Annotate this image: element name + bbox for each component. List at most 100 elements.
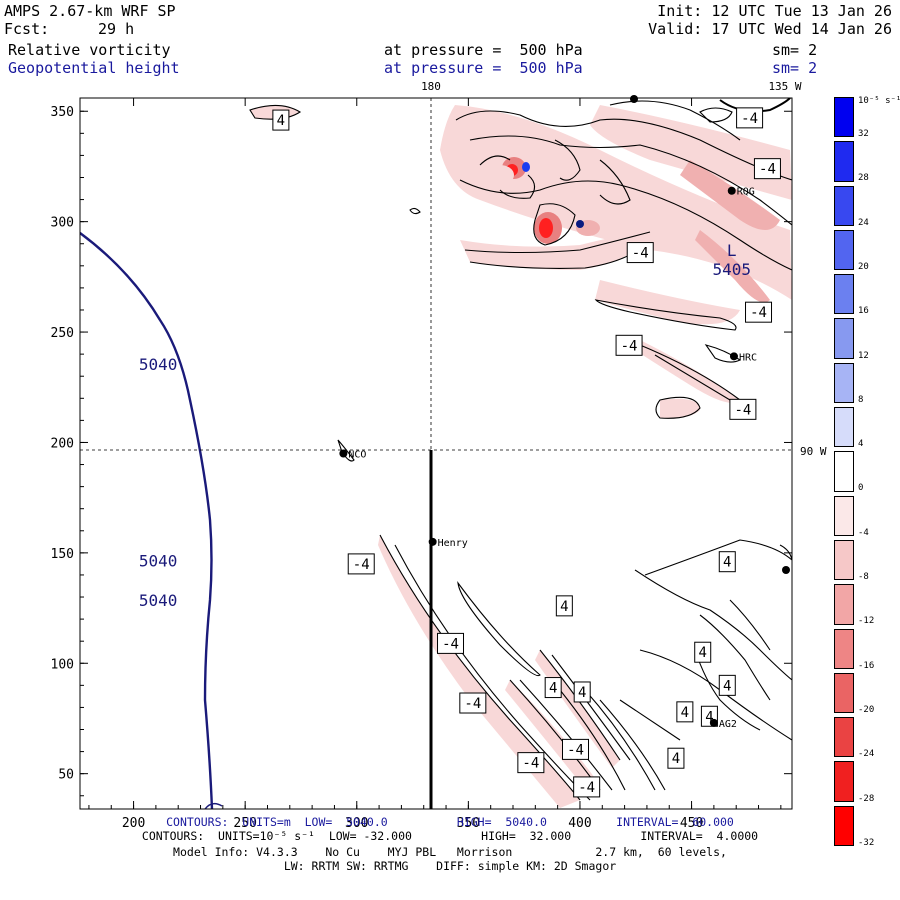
contour-label: -4: [621, 338, 638, 354]
field1-name: Relative vorticity: [8, 41, 171, 59]
x-tick-label: 300: [345, 816, 368, 831]
vorticity-contour: [639, 344, 741, 401]
colorbar-swatch: [834, 495, 854, 536]
colorbar-label: -8: [858, 572, 869, 582]
colorbar-swatch: [834, 407, 854, 448]
contour-label-box: [718, 551, 736, 573]
contour-label: 4: [723, 678, 731, 694]
vorticity-contour: [459, 179, 792, 271]
vorticity-contour: [729, 599, 771, 651]
colorbar-label: 24: [858, 217, 869, 228]
colorbar-swatch: [834, 584, 854, 625]
colorbar-label: 4: [858, 439, 864, 450]
colorbar-label: 32: [858, 129, 869, 139]
contour-label-box: [753, 158, 781, 180]
colorbar-swatch: [834, 229, 854, 271]
vorticity-shading: [378, 535, 580, 808]
colorbar-swatch: [834, 318, 854, 359]
colorbar-swatch: [834, 185, 854, 226]
contour-label: -4: [632, 246, 649, 262]
contour-label-box: [729, 398, 757, 420]
vorticity-contour: [634, 569, 792, 681]
station-label: Henry: [438, 538, 468, 549]
vortex-core: [539, 218, 553, 238]
y-tick-label: 250: [51, 326, 74, 341]
colorbar-swatch: [834, 761, 854, 802]
vorticity-contour: [699, 614, 771, 701]
y-tick-label: 150: [51, 547, 74, 562]
low-marker: L: [727, 241, 737, 260]
vorticity-shading: [660, 398, 700, 419]
station-label: RQG: [737, 187, 755, 198]
footer-height-contours: CONTOURS: UNITS=m LOW= 5040.0 HIGH= 5040…: [166, 815, 734, 829]
vorticity-contour: [619, 699, 681, 741]
station-label: HRC: [739, 352, 757, 363]
field2-level: at pressure = 500 hPa: [384, 59, 583, 77]
vortex-core: [522, 162, 530, 172]
x-tick-label: 200: [122, 816, 145, 831]
contour-label: 4: [705, 709, 713, 725]
coastline: [719, 98, 791, 113]
station-marker: [339, 449, 348, 458]
vorticity-shading: [440, 105, 792, 300]
vorticity-shading: [505, 680, 600, 795]
height-contour-5040: [80, 232, 214, 809]
station-label: AG2: [719, 719, 737, 730]
contour-label: -4: [464, 696, 481, 712]
footer-model-info-2: LW: RRTM SW: RRTMG DIFF: simple KM: 2D S…: [283, 859, 617, 873]
colorbar-label: -24: [858, 749, 875, 760]
vorticity-shading: [595, 280, 740, 325]
vorticity-contour: [499, 174, 536, 199]
station-marker: [428, 537, 437, 546]
colorbar-swatch: [834, 805, 854, 847]
vorticity-contour: [394, 544, 591, 801]
colorbar-label: 8: [858, 394, 864, 405]
vorticity-contour: [479, 155, 511, 166]
field1-smoothing: sm= 2: [772, 41, 818, 59]
contour-label: 4: [277, 113, 285, 129]
vorticity-shading: [695, 230, 770, 303]
contour-label: 4: [723, 555, 731, 571]
lon-label-135w: 135 W: [768, 80, 801, 93]
vorticity-contour: [599, 159, 631, 205]
vorticity-contour: [469, 135, 792, 226]
contour-label: -4: [741, 111, 758, 127]
vorticity-shading: [590, 105, 792, 200]
contour-label: -4: [567, 742, 584, 758]
colorbar-label: -28: [858, 793, 875, 804]
colorbar-label: -32: [858, 837, 875, 848]
colorbar-swatch: [834, 539, 854, 581]
x-tick-label: 400: [568, 816, 591, 831]
colorbar-swatch: [834, 362, 854, 404]
x-tick-label: 450: [680, 816, 703, 831]
contour-label: 4: [578, 685, 586, 701]
vorticity-contour: [704, 344, 742, 363]
vorticity-contour: [539, 649, 631, 761]
y-tick-label: 200: [51, 436, 74, 451]
height-contour-tick: [204, 802, 223, 809]
colorbar-label: -20: [858, 704, 875, 715]
contour-label: -4: [750, 305, 767, 321]
footer-vort-contours: CONTOURS: UNITS=10⁻⁵ s⁻¹ LOW= -32.000 HI…: [141, 829, 759, 843]
contour-label: -4: [353, 557, 370, 573]
contour-label-box: [437, 632, 465, 654]
station-label: NCO: [348, 450, 366, 461]
contour-label: 4: [549, 681, 557, 697]
colorbar-label: -4: [858, 527, 869, 538]
contour-label-box: [459, 692, 487, 714]
vorticity-contour: [584, 689, 666, 791]
vortex-core: [576, 220, 584, 228]
contour-label-box: [561, 738, 589, 760]
station-marker: [709, 718, 718, 727]
station-marker: [727, 186, 736, 195]
colorbar-label: 16: [858, 306, 869, 317]
vorticity-contour: [533, 203, 576, 246]
contour-label-box: [573, 681, 591, 703]
vorticity-contour: [457, 580, 541, 677]
vorticity-contour: [655, 396, 701, 419]
vorticity-contour: [464, 231, 651, 254]
lon-label-90w: 90 W: [800, 445, 827, 458]
colorbar: 10⁻⁵ s⁻¹ 32 28 24 20 16 12 8 4 0 -4 -8 -12 -16 -20 -24…: [834, 95, 900, 848]
vorticity-contour: [644, 539, 792, 576]
